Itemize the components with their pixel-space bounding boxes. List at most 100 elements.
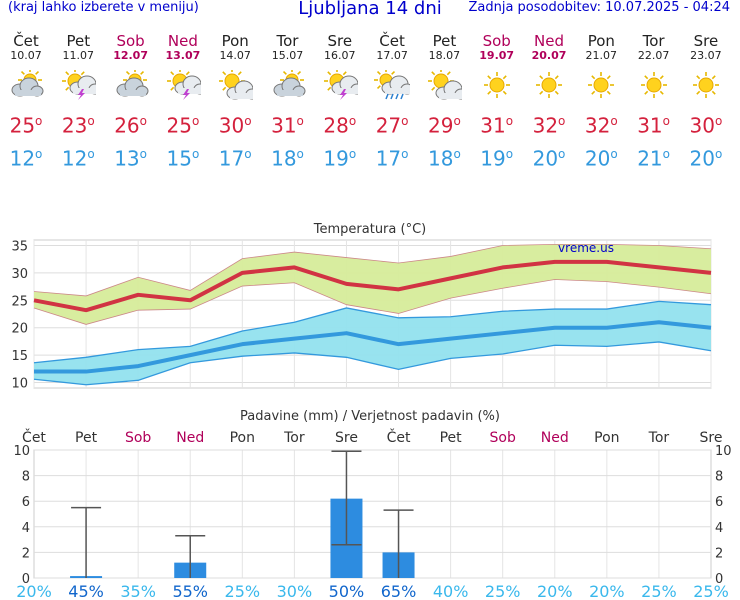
temperature-tick-label: 15 <box>11 349 28 364</box>
min-temp-lower-line <box>33 341 712 386</box>
precip-bar <box>330 498 363 578</box>
day-column: Pon 21.07 32o 20o <box>575 32 627 171</box>
max-temp: 32o <box>584 113 618 138</box>
sun-icon <box>640 72 667 98</box>
max-temp: 30o <box>689 113 723 138</box>
day-column: Čet 10.07 25o 12o <box>0 33 52 169</box>
day-name: Sre <box>693 32 719 50</box>
sun-thunder-icon <box>323 70 358 100</box>
day-name: Pon <box>587 32 615 50</box>
temperature-tick-label: 35 <box>11 239 28 254</box>
min-temp: 20o <box>689 146 723 171</box>
max-temp: 28o <box>323 113 357 138</box>
precip-chart-title: Padavine (mm) / Verjetnost padavin (%) <box>240 409 500 424</box>
day-column: Pet 11.07 23o 12o <box>52 33 104 169</box>
day-date: 14.07 <box>219 49 251 62</box>
precip-tick-label-left: 0 <box>22 572 30 587</box>
day-column: Ned 20.07 32o 20o <box>523 32 575 171</box>
precip-day-label: Pon <box>594 430 619 446</box>
min-temp: 15o <box>166 146 200 171</box>
day-date: 21.07 <box>585 49 618 62</box>
temperature-plot-area <box>33 239 712 389</box>
day-name: Ned <box>167 32 198 50</box>
max-temp: 23o <box>61 113 95 138</box>
precip-tick-label-left: 10 <box>13 444 30 459</box>
max-temp-band <box>34 244 711 325</box>
precip-probability: 30% <box>277 582 313 600</box>
sun-thunder-icon <box>62 70 97 100</box>
precip-tick-label-left: 8 <box>22 470 30 485</box>
day-date: 19.07 <box>479 49 515 62</box>
precip-tick-label-right: 10 <box>715 444 732 459</box>
sun-icon <box>588 72 615 98</box>
precip-day-label: Ned <box>541 430 569 446</box>
temperature-tick-label: 10 <box>11 377 28 392</box>
day-column: Sob 12.07 26o 13o <box>105 33 157 169</box>
sun-icon <box>536 72 562 98</box>
day-name: Tor <box>276 32 299 50</box>
precip-tick-label-right: 2 <box>715 546 723 561</box>
min-temp: 20o <box>584 146 618 171</box>
precip-day-label: Pet <box>75 430 98 446</box>
max-temp-upper-line <box>33 243 712 297</box>
min-temp: 19o <box>480 146 514 171</box>
max-temp: 26o <box>114 113 147 138</box>
precip-day-label: Čet <box>387 428 411 446</box>
min-temp: 17o <box>375 146 409 171</box>
day-date: 17.07 <box>376 49 408 62</box>
precip-tick-label-left: 2 <box>22 546 30 561</box>
precip-plot-area <box>33 449 712 579</box>
precip-probability: 25% <box>485 582 521 600</box>
precip-day-label: Pet <box>440 430 463 446</box>
day-name: Ned <box>534 32 564 50</box>
day-date: 13.07 <box>165 49 201 62</box>
min-temp-upper-line <box>33 300 712 364</box>
precip-day-label: Sob <box>125 430 151 446</box>
day-column: Sre 23.07 30o 20o <box>680 32 732 171</box>
day-column: Pet 18.07 29o 18o <box>418 33 470 169</box>
temperature-tick-label: 30 <box>11 267 28 282</box>
day-name: Čet <box>13 32 39 50</box>
day-column: Čet 17.07 27o 17o <box>366 33 418 169</box>
day-column: Tor 22.07 31o 21o <box>628 32 680 170</box>
precip-probability: 20% <box>16 582 52 600</box>
day-column: Sre 16.07 28o 19o <box>314 33 366 169</box>
day-name: Tor <box>642 32 665 50</box>
precip-probability: 45% <box>68 582 104 600</box>
day-name: Sob <box>482 32 511 50</box>
max-temp: 31o <box>271 113 304 138</box>
sun-icon <box>692 72 719 98</box>
day-name: Sob <box>116 32 145 50</box>
sun-rain-icon <box>374 70 411 100</box>
precip-tick-label-right: 6 <box>715 495 723 510</box>
sun-cloud-icon <box>428 70 463 100</box>
precip-tick-label-left: 4 <box>22 521 30 536</box>
min-temp-line <box>34 320 712 374</box>
max-temp: 25o <box>166 113 200 138</box>
min-temp: 20o <box>532 146 566 171</box>
precip-tick-label-right: 4 <box>715 521 723 536</box>
max-temp-lower-line <box>33 279 712 325</box>
temperature-chart-title: Temperatura (°C) <box>313 222 426 237</box>
day-name: Čet <box>379 32 405 50</box>
max-temp: 31o <box>480 113 514 138</box>
watermark: vreme.us <box>558 241 614 255</box>
precip-probability: 20% <box>537 582 573 600</box>
precip-bar <box>70 576 103 578</box>
precip-bar <box>382 552 415 578</box>
precip-probability: 25% <box>225 582 261 600</box>
sun-cloud-icon <box>219 70 254 100</box>
max-temp: 29o <box>427 113 461 138</box>
temperature-tick-label: 20 <box>11 322 28 337</box>
day-name: Pet <box>66 32 91 50</box>
max-temp-line <box>33 259 712 313</box>
day-name: Sre <box>327 32 353 50</box>
precip-day-label: Sob <box>490 430 516 446</box>
min-temp: 12o <box>9 146 43 171</box>
precip-day-label: Sre <box>700 430 723 446</box>
min-temp: 19o <box>323 146 357 171</box>
day-column: Sob 19.07 31o 19o <box>471 32 523 171</box>
max-temp: 25o <box>9 113 43 138</box>
forecast-days: Čet 10.07 25o 12o Pet 11.07 23o 12o Sob 12.07 2… <box>8 33 734 173</box>
max-temp: 30o <box>218 113 252 138</box>
